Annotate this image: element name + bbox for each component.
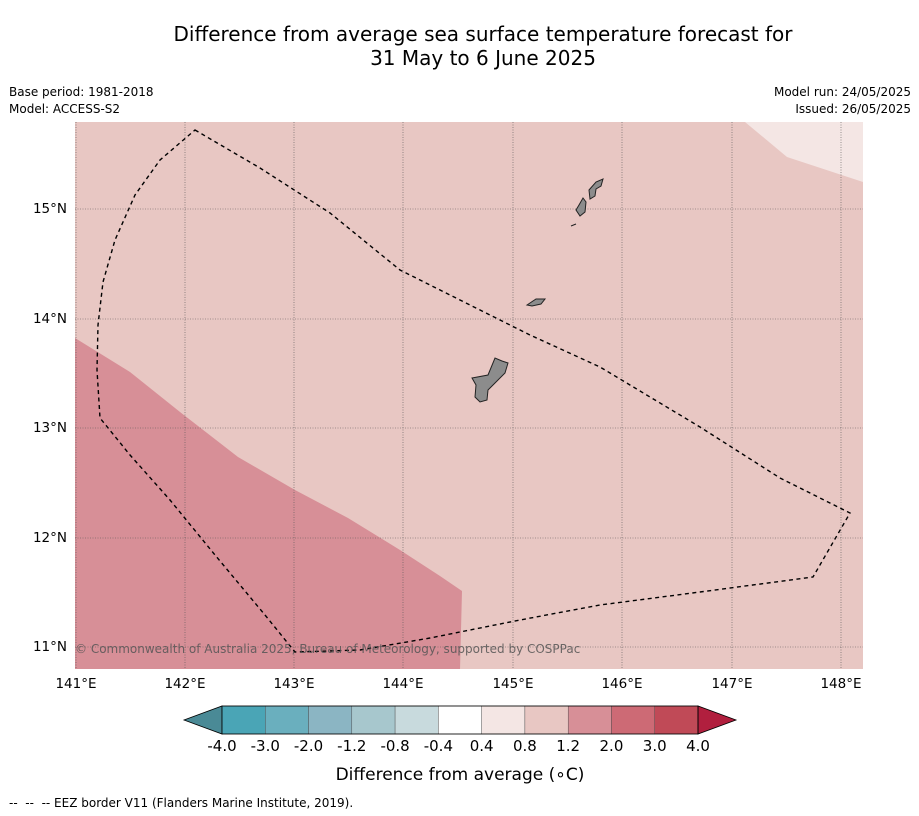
island-guam (471, 357, 509, 403)
lon-label-148: 148°E (820, 676, 861, 692)
lon-label-143: 143°E (273, 676, 314, 692)
colorbar-segment (265, 705, 309, 735)
graticule (75, 122, 863, 669)
meta-left: Base period: 1981-2018 Model: ACCESS-S2 (9, 84, 154, 118)
colorbar-labels: -4.0 -3.0 -2.0 -1.2 -0.8 -0.4 0.4 0.8 1.2 2.0 3.0 4… (207, 737, 710, 755)
colorbar (182, 705, 738, 735)
island-aguijan (570, 223, 577, 227)
colorbar-segment (524, 705, 569, 735)
anomaly-region-0.4-0.8 (745, 122, 863, 182)
lon-label-142: 142°E (164, 676, 205, 692)
title-line-1: Difference from average sea surface temp… (173, 22, 793, 46)
eez-border (96, 129, 851, 653)
island-tinian (575, 197, 587, 217)
lon-label-146: 146°E (601, 676, 642, 692)
model-name: Model: ACCESS-S2 (9, 102, 121, 116)
colorbar-outline (221, 705, 699, 735)
colorbar-segment (654, 705, 699, 735)
colorbar-tick-label: 0.4 (470, 737, 494, 755)
lat-label-15: 15°N (33, 201, 67, 217)
colorbar-extend-high (697, 705, 738, 735)
lat-label-13: 13°N (33, 420, 67, 436)
lat-label-12: 12°N (33, 530, 67, 546)
lon-labels: 141°E 142°E 143°E 144°E 145°E 146°E 147°… (55, 676, 861, 692)
colorbar-segment (308, 705, 353, 735)
lon-label-141: 141°E (55, 676, 96, 692)
colorbar-tick-label: -2.0 (294, 737, 323, 755)
colorbar-segment (567, 705, 612, 735)
eez-legend-note: -- -- -- EEZ border V11 (Flanders Marine… (9, 796, 354, 810)
colorbar-segment (394, 705, 439, 735)
colorbar-tick-label: 3.0 (643, 737, 667, 755)
colorbar-segment (611, 705, 655, 735)
anomaly-map (75, 122, 863, 669)
lon-label-144: 144°E (382, 676, 423, 692)
lat-label-11: 11°N (33, 639, 67, 655)
colorbar-segment (221, 705, 266, 735)
island-saipan (588, 178, 604, 200)
lat-labels: 15°N 14°N 13°N 12°N 11°N (33, 201, 67, 655)
island-rota (525, 298, 547, 307)
base-period: Base period: 1981-2018 (9, 85, 154, 99)
model-run: Model run: 24/05/2025 (773, 85, 911, 99)
colorbar-tick-label: -0.8 (380, 737, 409, 755)
anomaly-region-1.2-2.0 (75, 338, 462, 669)
title-line-2: 31 May to 6 June 2025 (370, 46, 596, 70)
colorbar-tick-label: 4.0 (686, 737, 710, 755)
colorbar-tick-label: -4.0 (207, 737, 236, 755)
copyright-text: © Commonwealth of Australia 2025, Bureau… (75, 642, 580, 656)
colorbar-tick-label: -0.4 (424, 737, 453, 755)
meta-right: Model run: 24/05/2025 Issued: 26/05/2025 (774, 84, 911, 118)
lon-label-147: 147°E (711, 676, 752, 692)
colorbar-tick-label: 0.8 (513, 737, 537, 755)
issued-date: Issued: 26/05/2025 (795, 102, 911, 116)
colorbar-title: Difference from average (∘C) (336, 765, 585, 785)
colorbar-extend-low (182, 705, 223, 735)
colorbar-segment (351, 705, 396, 735)
colorbar-tick-label: 1.2 (556, 737, 580, 755)
colorbar-tick-label: -3.0 (251, 737, 280, 755)
colorbar-tick-label: -1.2 (337, 737, 366, 755)
colorbar-segment (481, 705, 526, 735)
map-title: Difference from average sea surface temp… (0, 22, 919, 70)
lon-label-145: 145°E (492, 676, 533, 692)
colorbar-segment (438, 705, 482, 735)
islands (471, 178, 604, 403)
colorbar-tick-label: 2.0 (600, 737, 624, 755)
lat-label-14: 14°N (33, 311, 67, 327)
